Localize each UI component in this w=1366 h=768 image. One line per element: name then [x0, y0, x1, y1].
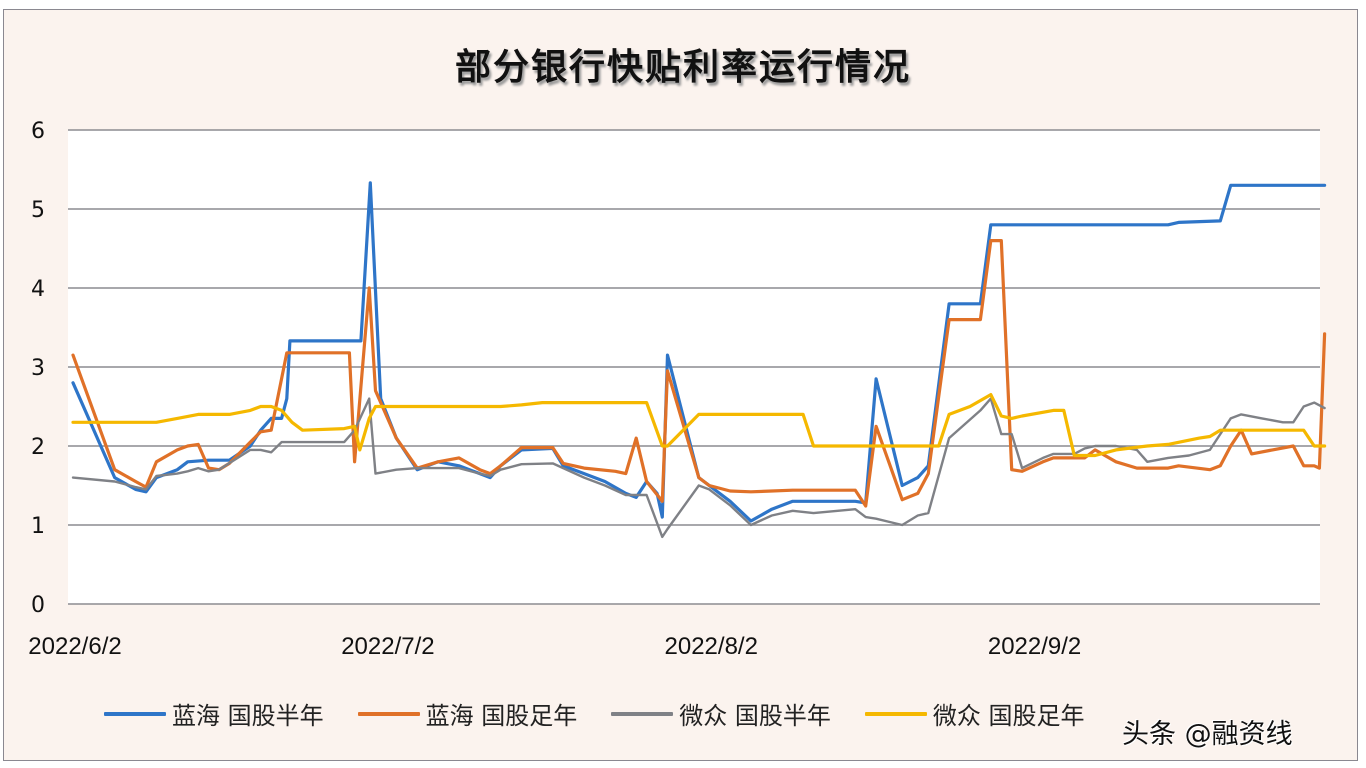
y-tick-label: 0: [31, 593, 45, 618]
chart-legend: 蓝海 国股半年 蓝海 国股足年 微众 国股半年 微众 国股足年: [104, 696, 1119, 731]
legend-label: 蓝海 国股足年: [425, 702, 578, 730]
legend-item: 微众 国股足年: [864, 696, 1085, 731]
legend-item: 蓝海 国股半年: [104, 696, 324, 731]
series-line: [71, 397, 1326, 539]
x-tick-label: 2022/8/2: [665, 633, 758, 660]
legend-label: 微众 国股半年: [679, 702, 831, 730]
series-line: [71, 239, 1327, 508]
chart-title: 部分银行快贴利率运行情况: [454, 47, 911, 88]
y-tick-label: 6: [31, 119, 45, 144]
legend-label: 微众 国股足年: [932, 702, 1085, 730]
series-line: [71, 393, 1327, 458]
y-tick-label: 2: [31, 435, 45, 460]
x-tick-label: 2022/7/2: [341, 633, 434, 660]
y-tick-label: 5: [31, 198, 45, 223]
legend-swatch-icon: [611, 711, 674, 716]
legend-swatch-icon: [864, 711, 927, 716]
x-tick-label: 2022/9/2: [988, 633, 1081, 660]
legend-swatch-icon: [357, 711, 420, 716]
legend-item: 微众 国股半年: [611, 696, 831, 731]
y-tick-label: 4: [31, 277, 45, 302]
legend-item: 蓝海 国股足年: [357, 696, 578, 731]
legend-swatch-icon: [104, 711, 166, 716]
y-tick-label: 1: [31, 514, 45, 539]
legend-label: 蓝海 国股半年: [172, 702, 324, 730]
x-tick-label: 2022/6/2: [28, 633, 121, 660]
watermark: 头条 @融资线: [1122, 719, 1293, 750]
y-tick-label: 3: [31, 356, 45, 381]
